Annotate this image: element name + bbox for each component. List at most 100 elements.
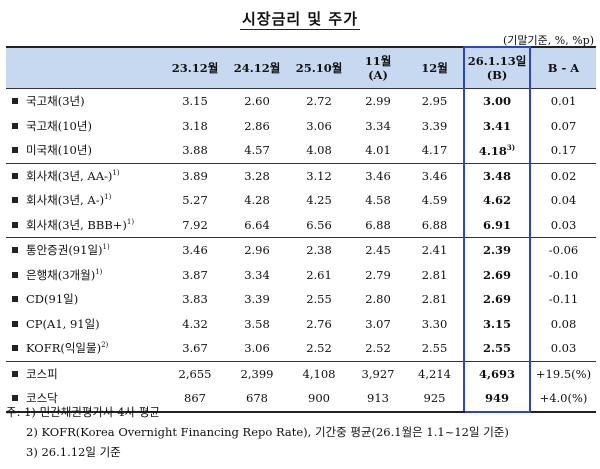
table-row: CP(A1, 91일) 4.32 3.58 2.76 3.07 3.30 3.15 0.08 [6, 311, 596, 336]
cell: 3.18 [182, 118, 208, 133]
cell: 2.38 [288, 237, 350, 263]
bullet-icon [12, 98, 18, 105]
row-label: 코스피 [6, 360, 164, 386]
header-col: 25.10월 [295, 61, 343, 75]
row-label: KOFR(익일물)2) [6, 336, 164, 361]
cell: 3.46 [350, 162, 406, 188]
cell: 3.06 [244, 341, 270, 356]
header-row: 23.12월 24.12월 25.10월 11월 (A) 12월 26.1.13일… [6, 46, 596, 89]
cell: -0.06 [530, 237, 596, 263]
header-col: 24.12월 [233, 61, 281, 75]
cell-highlight: 4,693 [463, 360, 531, 386]
header-col: 12월 [421, 61, 448, 75]
table-row: 회사채(3년, BBB+)1) 7.92 6.64 6.56 6.88 6.88 6.91 0… [6, 212, 596, 238]
cell: 3.34 [244, 267, 270, 282]
cell: 4.58 [365, 193, 391, 208]
cell: 4.57 [244, 143, 270, 158]
cell: 2.76 [306, 316, 332, 331]
cell: 2.61 [306, 267, 332, 282]
cell: 4.28 [244, 193, 270, 208]
cell: 2.52 [306, 341, 332, 356]
cell: 900 [288, 386, 350, 413]
cell-highlight: 2.39 [463, 237, 531, 263]
row-label: 회사채(3년, BBB+)1) [6, 213, 164, 238]
bullet-icon [12, 172, 18, 179]
footnote: 3) 26.1.12일 기준 [26, 445, 121, 459]
cell: 3.46 [406, 162, 464, 188]
bullet-icon [12, 345, 18, 352]
cell: 3.34 [365, 118, 391, 133]
cell-highlight: 6.91 [463, 212, 531, 238]
cell: 0.04 [550, 193, 577, 208]
table-row: CD(91일) 3.83 3.39 2.55 2.80 2.81 2.69 -0.11 [6, 287, 596, 312]
cell: 3.83 [182, 292, 208, 307]
cell: 3.06 [306, 118, 332, 133]
cell-highlight: 4.183) [463, 138, 531, 163]
cell: 6.88 [365, 217, 391, 232]
cell: 4.59 [421, 193, 448, 208]
table-row: 회사채(3년, A-)1) 5.27 4.28 4.25 4.58 4.59 4.62 0.0… [6, 188, 596, 213]
bullet-icon [12, 197, 18, 204]
cell: 3.58 [244, 316, 270, 331]
cell: 2.41 [406, 237, 464, 263]
table-row: 국고채(3년) 3.15 2.60 2.72 2.99 2.95 3.00 0.01 [6, 88, 596, 114]
bullet-icon [12, 296, 18, 303]
cell: 4,108 [288, 360, 350, 386]
cell: 2.55 [421, 341, 448, 356]
row-label: 회사채(3년, AA-)1) [6, 162, 164, 188]
unit-note: (기말기준, %, %p) [503, 34, 594, 47]
bullet-icon [12, 271, 18, 278]
row-label: 통안증권(91일)1) [6, 237, 164, 263]
rates-table: 23.12월 24.12월 25.10월 11월 (A) 12월 26.1.13일… [6, 46, 596, 413]
cell-highlight: 3.00 [463, 88, 531, 114]
cell: 0.07 [550, 118, 577, 133]
header-col: 11월 (A) [364, 54, 392, 82]
bullet-icon [12, 122, 18, 129]
bullet-icon [12, 395, 18, 402]
cell: 4.25 [306, 193, 332, 208]
cell: 3.88 [182, 143, 208, 158]
cell-highlight: 4.62 [463, 188, 531, 213]
row-label: CD(91일) [6, 287, 164, 312]
header-col: 23.12월 [171, 61, 219, 75]
cell: 7.92 [182, 217, 208, 232]
table-row: 회사채(3년, AA-)1) 3.89 3.28 3.12 3.46 3.46 3.48 0.… [6, 162, 596, 188]
cell: 2.52 [365, 341, 391, 356]
cell: 2.99 [350, 88, 406, 114]
cell: 2.81 [421, 267, 448, 282]
cell: 3.12 [288, 162, 350, 188]
cell: 3.07 [365, 316, 391, 331]
cell: 0.02 [530, 162, 596, 188]
cell: 0.01 [530, 88, 596, 114]
cell: 0.03 [550, 217, 577, 232]
table-row: 코스닥 867 678 900 913 925 949 +4.0(%) [6, 386, 596, 413]
bullet-icon [12, 147, 18, 154]
cell: 2.96 [226, 237, 288, 263]
cell: 3.15 [164, 88, 226, 114]
row-label: 은행채(3개월)1) [6, 263, 164, 288]
bullet-icon [12, 221, 18, 228]
row-label: 국고채(10년) [6, 114, 164, 139]
cell-highlight: 2.69 [463, 287, 531, 312]
cell: 0.08 [550, 316, 577, 331]
cell: 3.39 [421, 118, 448, 133]
cell-highlight: 3.41 [463, 113, 531, 138]
cell: 913 [350, 386, 406, 413]
cell: 4,214 [406, 360, 464, 386]
cell: 2.80 [365, 292, 391, 307]
cell: 3.46 [164, 237, 226, 263]
header-label [6, 47, 164, 89]
footnotes: 주: 1) 민간채권평가사 4사 평균 2) KOFR(Korea Overni… [6, 402, 509, 462]
cell-highlight: 3.48 [463, 162, 531, 188]
table-row: 통안증권(91일)1) 3.46 2.96 2.38 2.45 2.41 2.39 -0.06 [6, 237, 596, 263]
row-label: 국고채(3년) [6, 88, 164, 114]
cell: 4.32 [182, 316, 208, 331]
cell: 3.67 [182, 341, 208, 356]
cell: 2.95 [406, 88, 464, 114]
cell: 867 [164, 386, 226, 413]
cell: 2.45 [350, 237, 406, 263]
bullet-icon [12, 247, 18, 254]
cell: -0.10 [548, 267, 579, 282]
cell: 2.86 [244, 118, 270, 133]
cell: -0.11 [548, 292, 579, 307]
